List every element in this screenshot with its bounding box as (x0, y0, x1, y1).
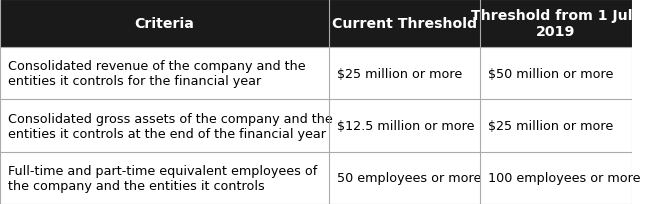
Text: Full-time and part-time equivalent employees of
the company and the entities it : Full-time and part-time equivalent emplo… (8, 164, 317, 192)
Text: Current Threshold: Current Threshold (331, 17, 477, 31)
Text: Consolidated gross assets of the company and the
entities it controls at the end: Consolidated gross assets of the company… (8, 112, 333, 140)
Text: $25 million or more: $25 million or more (488, 120, 614, 132)
Bar (0, 152, 632, 204)
Text: $25 million or more: $25 million or more (337, 68, 462, 80)
Text: 100 employees or more: 100 employees or more (488, 172, 641, 184)
Text: Criteria: Criteria (134, 17, 194, 31)
Bar (0, 48, 632, 100)
Text: Consolidated revenue of the company and the
entities it controls for the financi: Consolidated revenue of the company and … (8, 60, 306, 88)
Text: $50 million or more: $50 million or more (488, 68, 614, 80)
Bar (0, 0, 632, 48)
Text: $12.5 million or more: $12.5 million or more (337, 120, 474, 132)
Bar (0, 100, 632, 152)
Text: Threshold from 1 July
2019: Threshold from 1 July 2019 (471, 9, 642, 39)
Text: 50 employees or more: 50 employees or more (337, 172, 481, 184)
